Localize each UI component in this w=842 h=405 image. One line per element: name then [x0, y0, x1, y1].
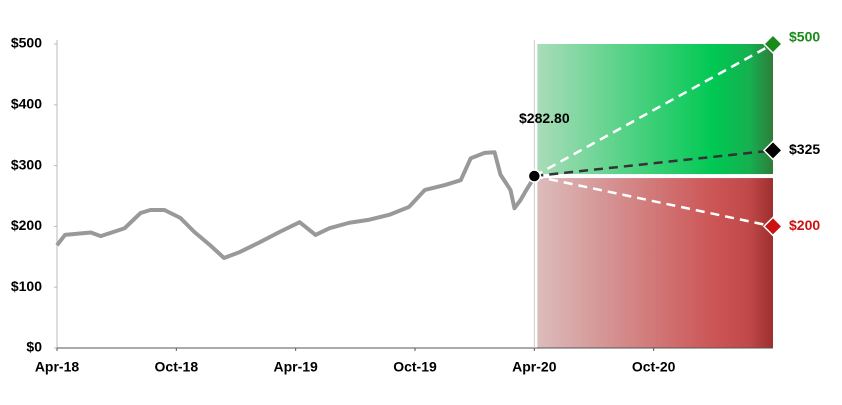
current-point	[527, 169, 542, 183]
price-line	[55, 150, 537, 261]
target-marker	[762, 216, 784, 237]
y-tick-label: $300	[11, 156, 42, 172]
current-label: $282.80	[519, 110, 570, 126]
x-tick-label: Oct-20	[632, 359, 676, 375]
y-tick-label: $400	[11, 96, 42, 112]
projection-line	[534, 149, 774, 178]
y-tick-label: $100	[11, 278, 42, 294]
target-label: $200	[789, 217, 820, 233]
x-tick-label: Oct-18	[155, 359, 199, 375]
target-label: $325	[789, 141, 820, 157]
target-marker	[762, 33, 784, 55]
downside-zone	[537, 178, 773, 348]
projection-line	[533, 42, 774, 178]
y-tick-label: $500	[11, 35, 42, 51]
projection-line	[534, 174, 774, 228]
x-tick-label: Apr-20	[512, 359, 557, 375]
x-tick-label: Apr-19	[273, 359, 318, 375]
y-tick-label: $0	[26, 339, 42, 355]
y-tick-label: $200	[11, 217, 42, 233]
target-label: $500	[789, 29, 820, 45]
x-tick-label: Oct-19	[393, 359, 437, 375]
x-tick-label: Apr-18	[35, 359, 80, 375]
target-marker	[762, 140, 784, 161]
